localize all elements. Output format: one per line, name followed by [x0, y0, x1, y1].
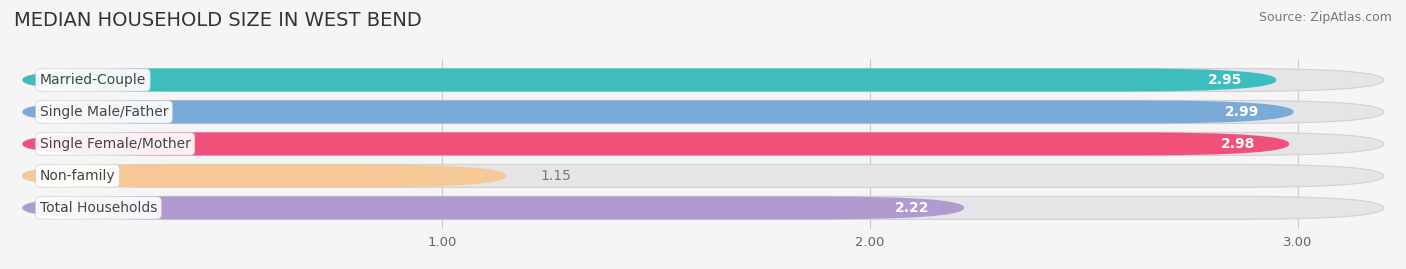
Text: Non-family: Non-family	[39, 169, 115, 183]
Text: 1.15: 1.15	[540, 169, 571, 183]
FancyBboxPatch shape	[22, 132, 1384, 155]
Text: Married-Couple: Married-Couple	[39, 73, 146, 87]
Text: MEDIAN HOUSEHOLD SIZE IN WEST BEND: MEDIAN HOUSEHOLD SIZE IN WEST BEND	[14, 11, 422, 30]
Text: Single Female/Mother: Single Female/Mother	[39, 137, 191, 151]
Text: Single Male/Father: Single Male/Father	[39, 105, 169, 119]
Text: 2.99: 2.99	[1225, 105, 1260, 119]
FancyBboxPatch shape	[22, 164, 1384, 187]
Text: 2.98: 2.98	[1220, 137, 1256, 151]
FancyBboxPatch shape	[22, 196, 965, 220]
FancyBboxPatch shape	[22, 100, 1294, 123]
Text: 2.95: 2.95	[1208, 73, 1241, 87]
FancyBboxPatch shape	[22, 100, 1384, 123]
Text: Source: ZipAtlas.com: Source: ZipAtlas.com	[1258, 11, 1392, 24]
FancyBboxPatch shape	[22, 68, 1277, 91]
FancyBboxPatch shape	[22, 132, 1289, 155]
FancyBboxPatch shape	[22, 164, 506, 187]
FancyBboxPatch shape	[22, 196, 1384, 220]
FancyBboxPatch shape	[22, 68, 1384, 91]
Text: Total Households: Total Households	[39, 201, 157, 215]
Text: 2.22: 2.22	[896, 201, 929, 215]
